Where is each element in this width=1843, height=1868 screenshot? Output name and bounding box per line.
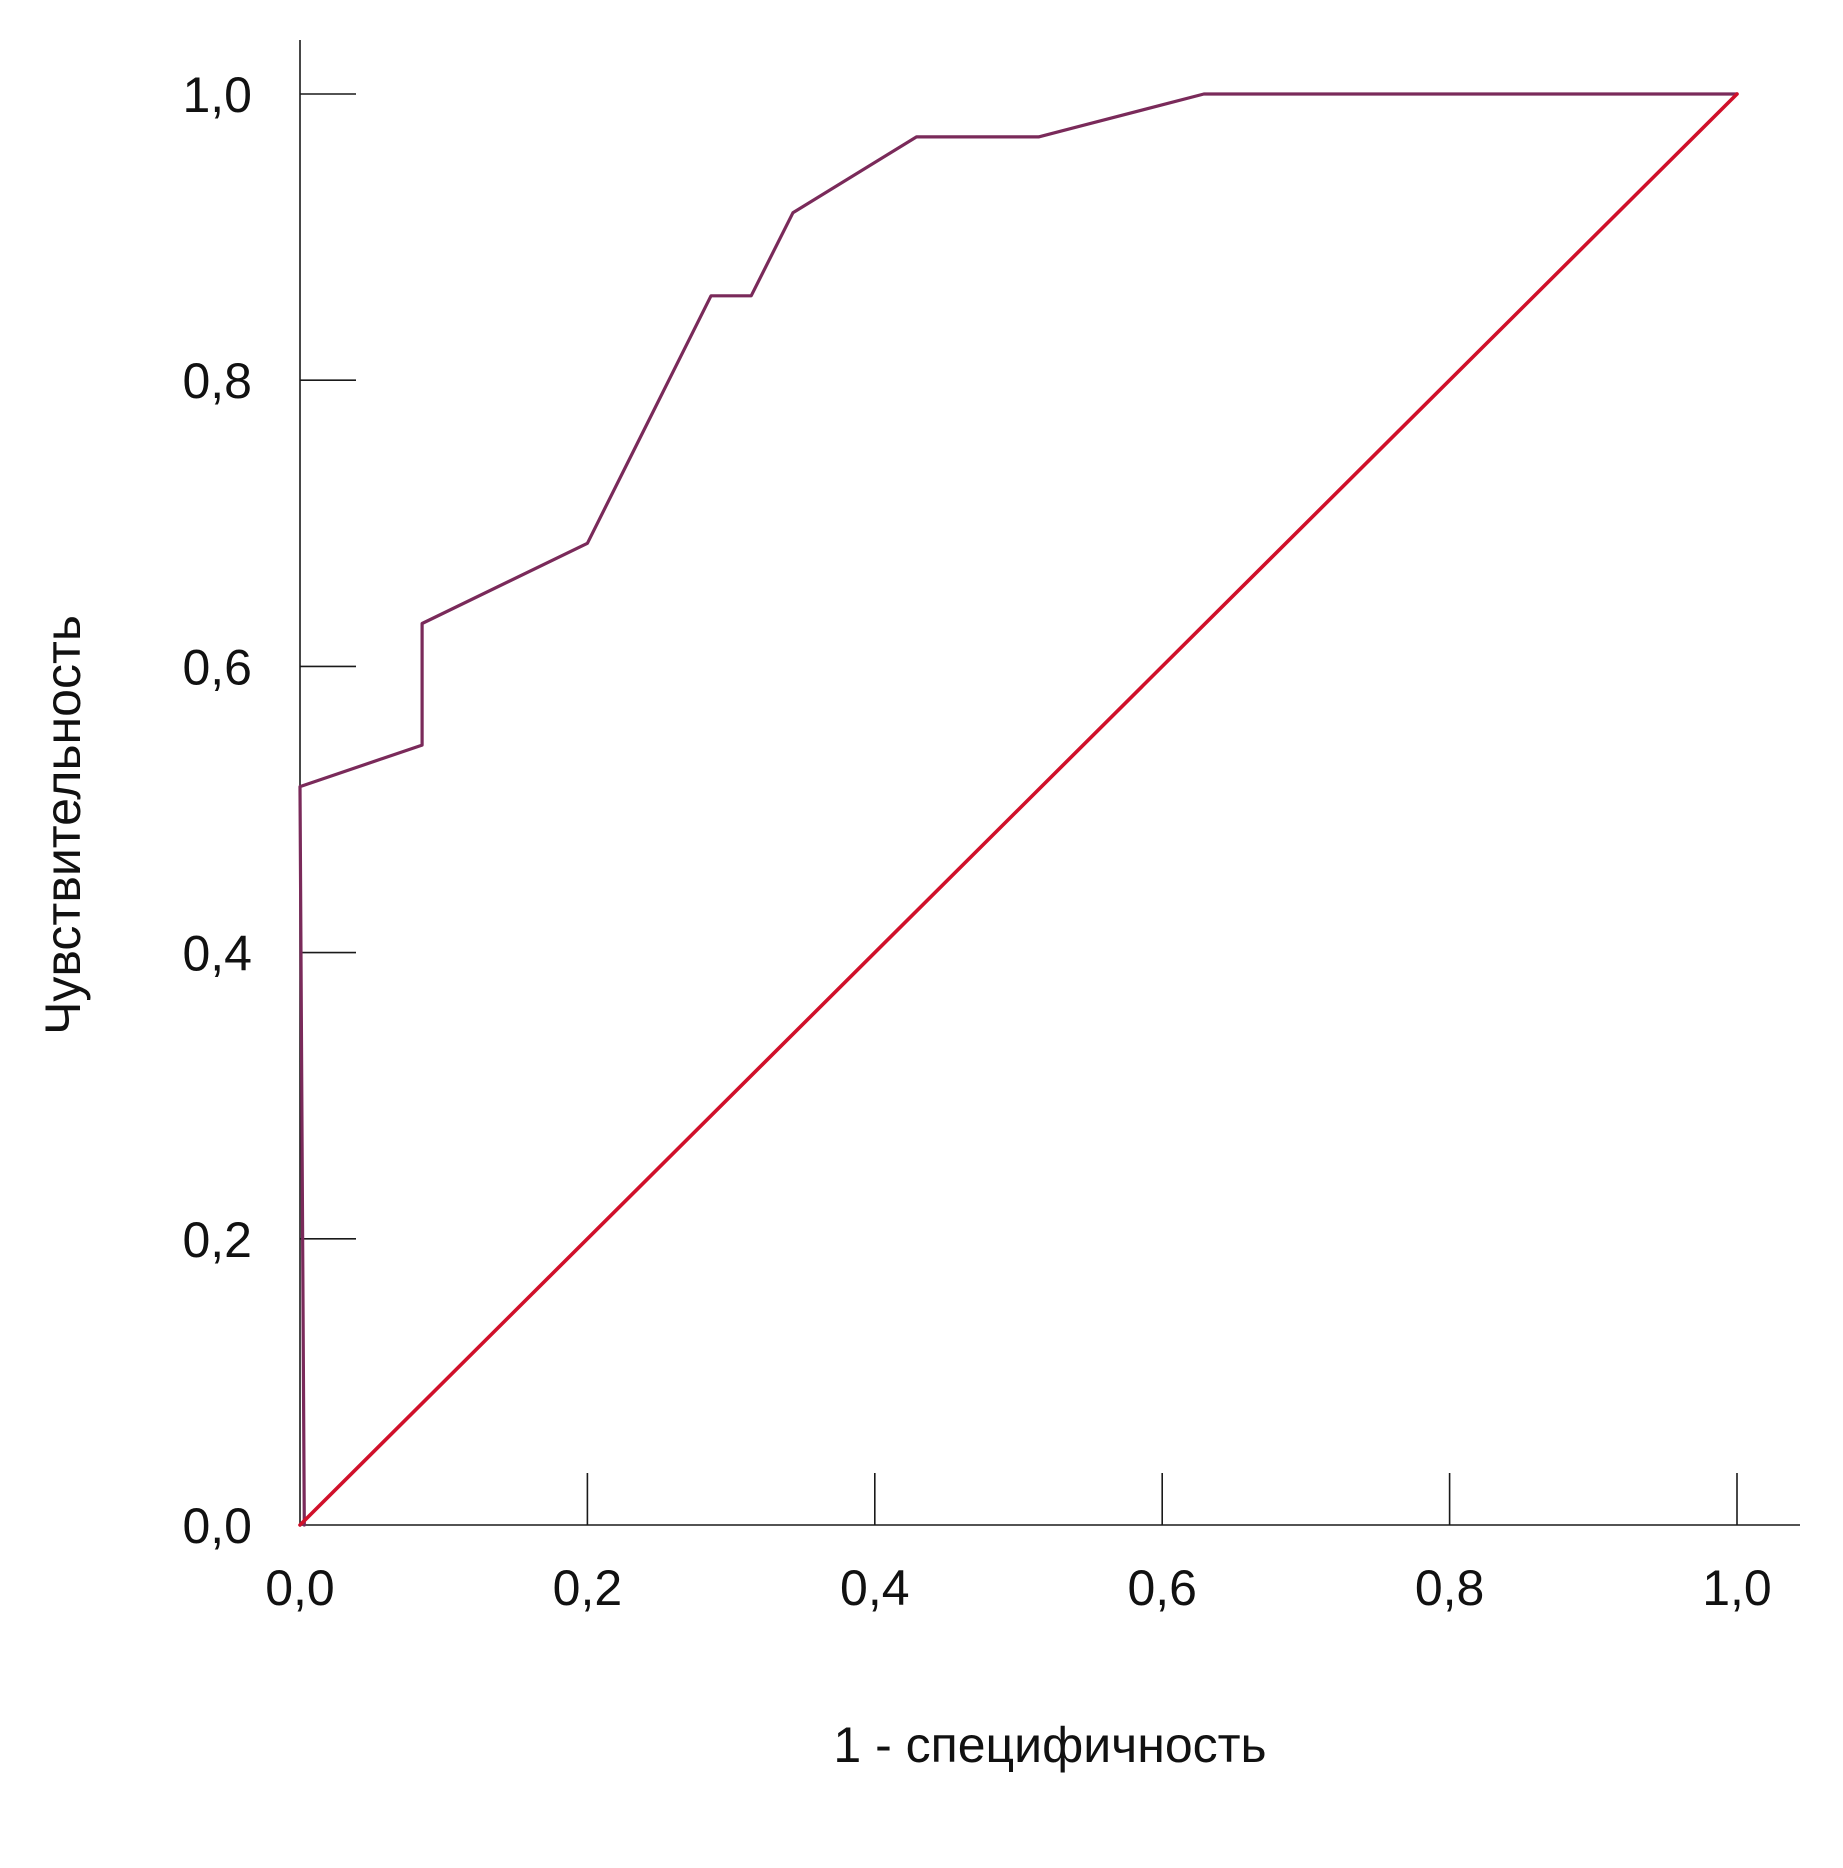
x-tick-label: 0,4 <box>840 1560 910 1616</box>
x-axis-title: 1 - специфичность <box>833 1717 1266 1773</box>
x-axis-ticks: 0,0 0,2 0,4 0,6 0,8 1,0 <box>265 1473 1772 1616</box>
x-tick-label: 0,0 <box>265 1560 335 1616</box>
y-tick-label: 0,4 <box>182 926 252 982</box>
y-axis-ticks: 0,0 0,2 0,4 0,6 0,8 1,0 <box>182 67 356 1554</box>
y-tick-label: 0,0 <box>182 1498 252 1554</box>
plot-area <box>298 92 1739 1527</box>
x-tick-label: 0,2 <box>553 1560 623 1616</box>
y-tick-label: 1,0 <box>182 67 252 123</box>
y-axis-title: Чувствительность <box>35 615 91 1035</box>
y-tick-label: 0,8 <box>182 353 252 409</box>
x-tick-label: 0,8 <box>1415 1560 1485 1616</box>
reference-diagonal-line <box>298 92 1739 1527</box>
x-tick-label: 1,0 <box>1702 1560 1772 1616</box>
axes <box>299 40 1800 1526</box>
x-tick-label: 0,6 <box>1127 1560 1197 1616</box>
roc-curve-line <box>298 92 1739 1527</box>
y-tick-label: 0,2 <box>182 1212 252 1268</box>
y-tick-label: 0,6 <box>182 639 252 695</box>
